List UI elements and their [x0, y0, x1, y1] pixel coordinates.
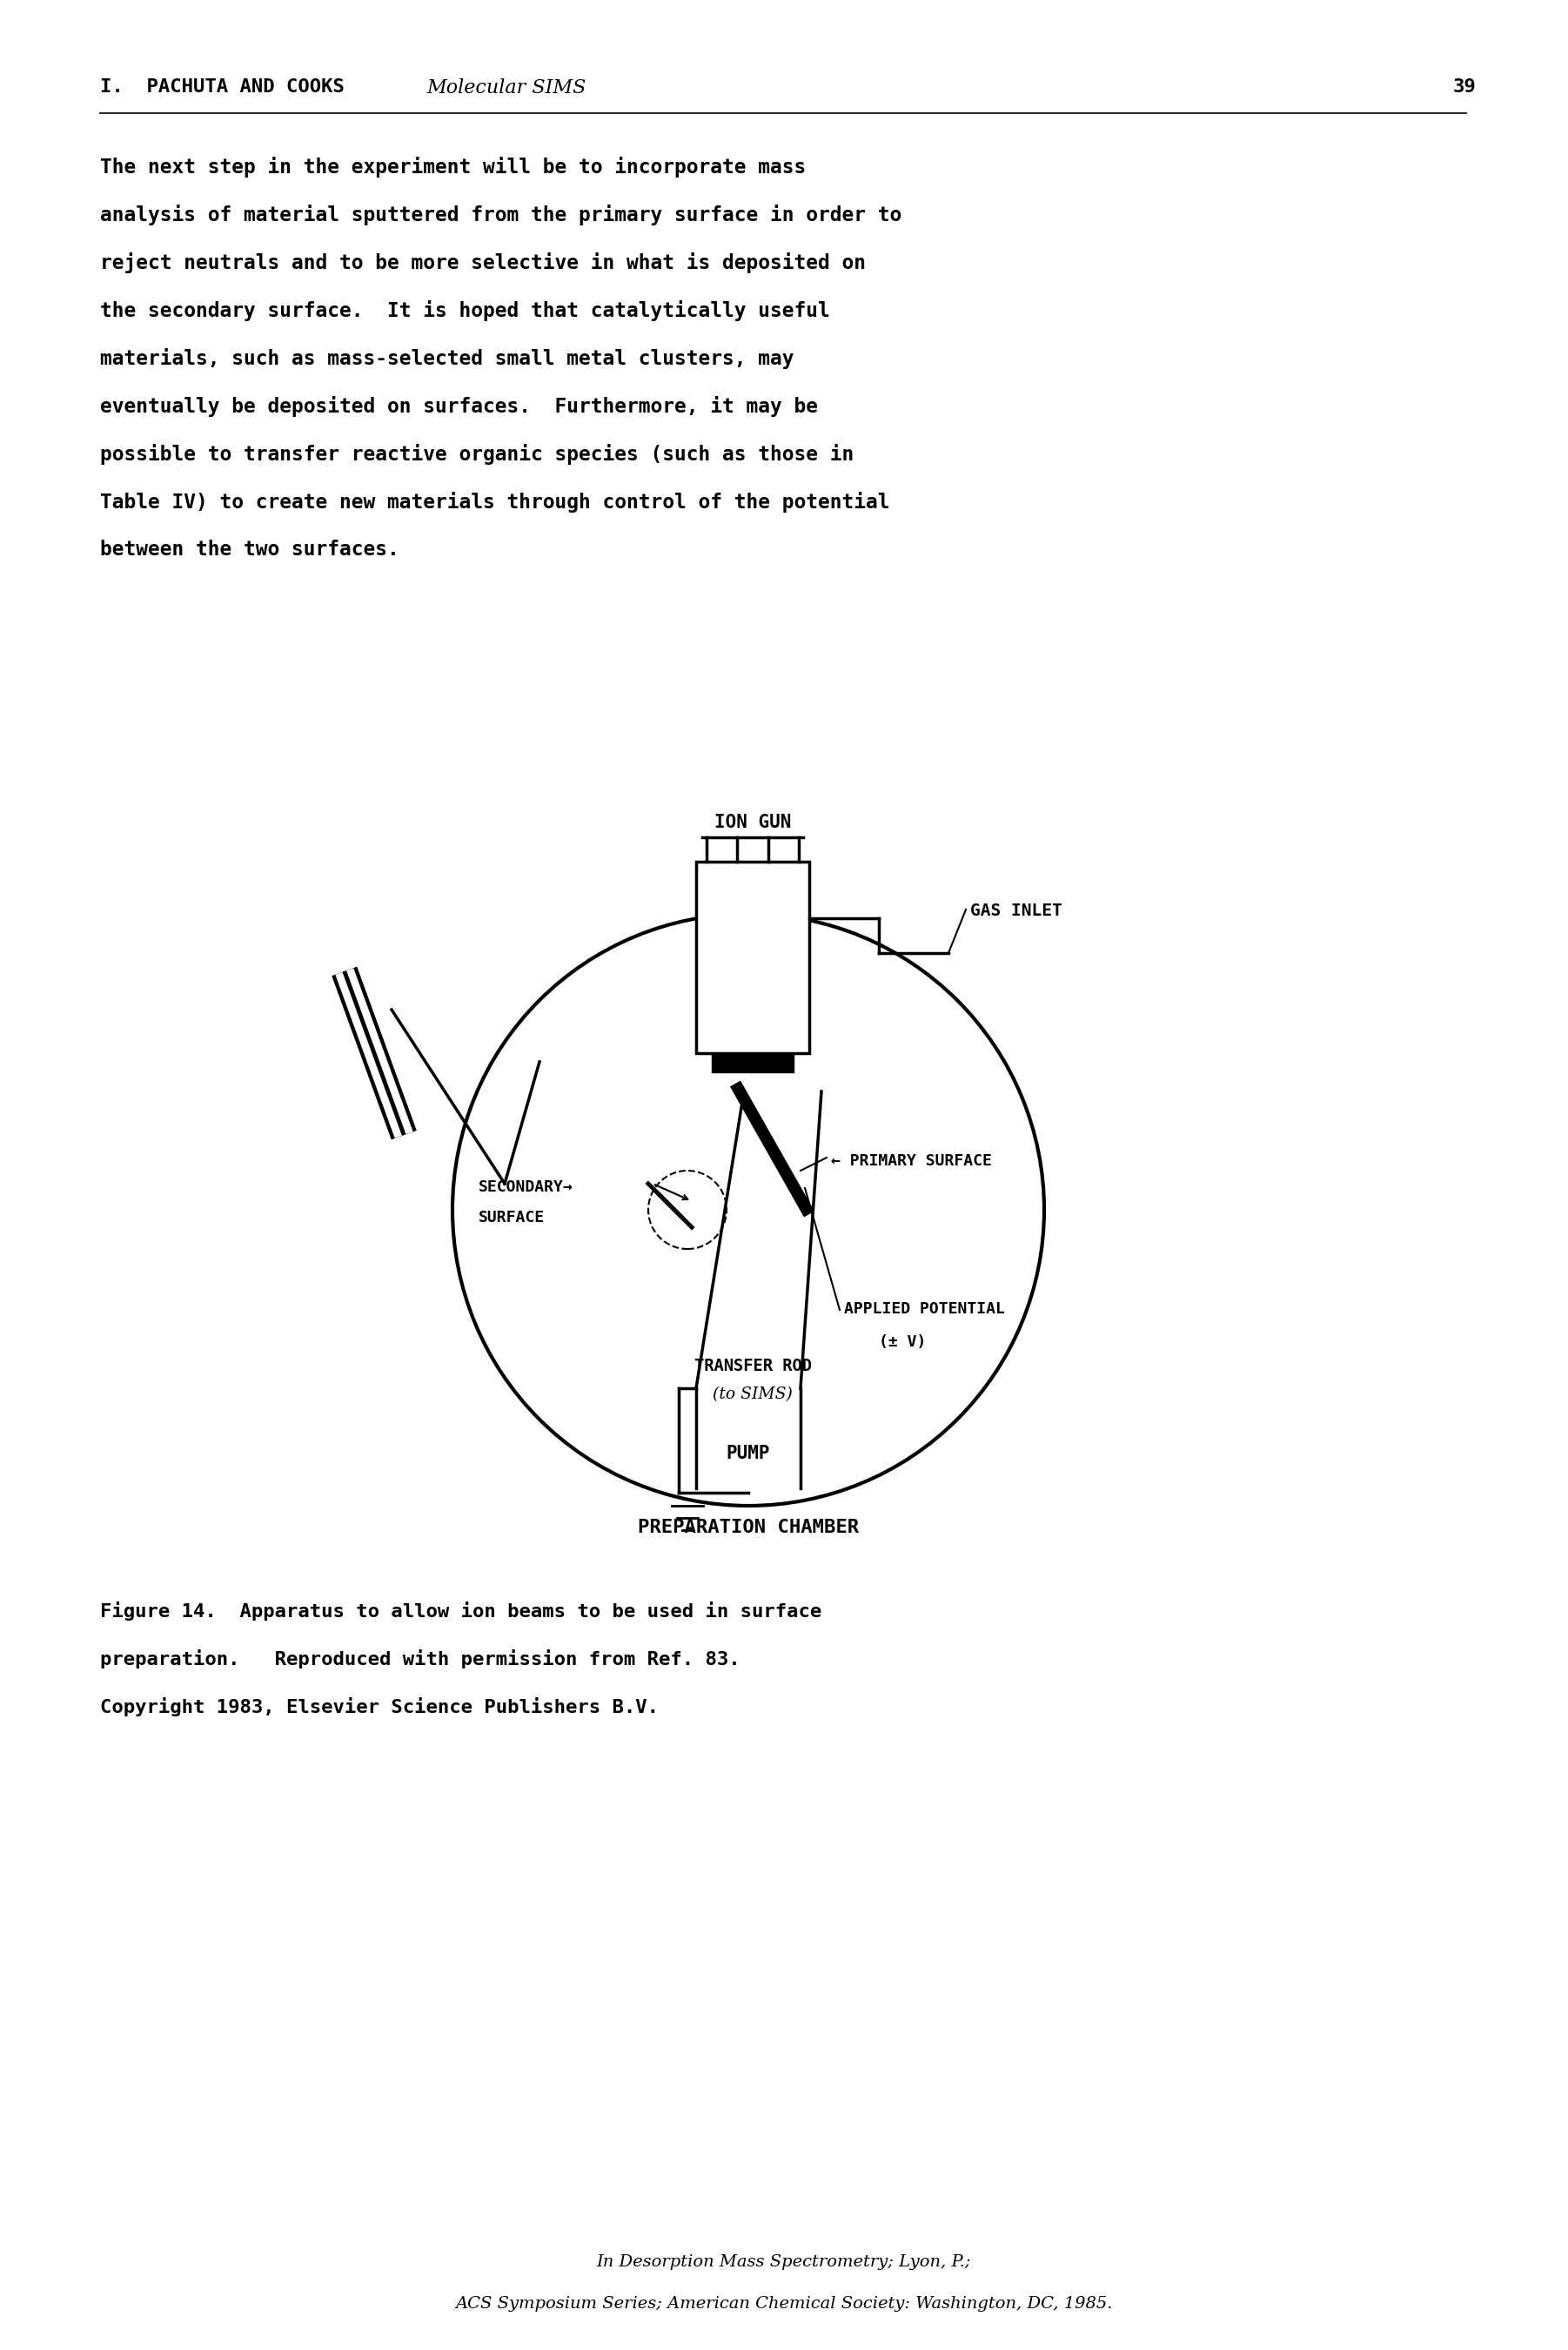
Text: eventually be deposited on surfaces.  Furthermore, it may be: eventually be deposited on surfaces. Fur… [100, 397, 818, 416]
Text: (to SIMS): (to SIMS) [713, 1386, 793, 1403]
Text: PUMP: PUMP [726, 1445, 770, 1462]
Text: APPLIED POTENTIAL: APPLIED POTENTIAL [844, 1302, 1005, 1316]
Text: Copyright 1983, Elsevier Science Publishers B.V.: Copyright 1983, Elsevier Science Publish… [100, 1697, 659, 1715]
Text: PREPARATION CHAMBER: PREPARATION CHAMBER [638, 1518, 859, 1537]
Text: ION GUN: ION GUN [715, 813, 792, 832]
Text: The next step in the experiment will be to incorporate mass: The next step in the experiment will be … [100, 157, 806, 179]
Text: SURFACE: SURFACE [478, 1210, 544, 1224]
Text: reject neutrals and to be more selective in what is deposited on: reject neutrals and to be more selective… [100, 251, 866, 273]
Bar [712, 1053, 793, 1072]
Bar [696, 862, 809, 1053]
Text: ACS Symposium Series; American Chemical Society: Washington, DC, 1985.: ACS Symposium Series; American Chemical … [455, 2296, 1113, 2312]
Text: ← PRIMARY SURFACE: ← PRIMARY SURFACE [831, 1154, 993, 1168]
Text: Figure 14.  Apparatus to allow ion beams to be used in surface: Figure 14. Apparatus to allow ion beams … [100, 1600, 822, 1621]
Text: In Desorption Mass Spectrometry; Lyon, P.;: In Desorption Mass Spectrometry; Lyon, P… [597, 2254, 971, 2270]
Text: the secondary surface.  It is hoped that catalytically useful: the secondary surface. It is hoped that … [100, 301, 829, 322]
Text: GAS INLET: GAS INLET [971, 902, 1062, 919]
Text: SECONDARY→: SECONDARY→ [478, 1180, 574, 1196]
Text: possible to transfer reactive organic species (such as those in: possible to transfer reactive organic sp… [100, 444, 855, 465]
Text: (± V): (± V) [878, 1335, 927, 1349]
Text: analysis of material sputtered from the primary surface in order to: analysis of material sputtered from the … [100, 204, 902, 226]
Text: I.  PACHUTA AND COOKS: I. PACHUTA AND COOKS [100, 78, 345, 96]
Text: preparation.   Reproduced with permission from Ref. 83.: preparation. Reproduced with permission … [100, 1650, 740, 1668]
Text: Table IV) to create new materials through control of the potential: Table IV) to create new materials throug… [100, 491, 889, 512]
Text: between the two surfaces.: between the two surfaces. [100, 540, 400, 559]
Text: 39: 39 [1454, 78, 1477, 96]
Text: Molecular SIMS: Molecular SIMS [426, 78, 586, 96]
Text: materials, such as mass-selected small metal clusters, may: materials, such as mass-selected small m… [100, 348, 793, 369]
Text: TRANSFER ROD: TRANSFER ROD [695, 1358, 811, 1375]
